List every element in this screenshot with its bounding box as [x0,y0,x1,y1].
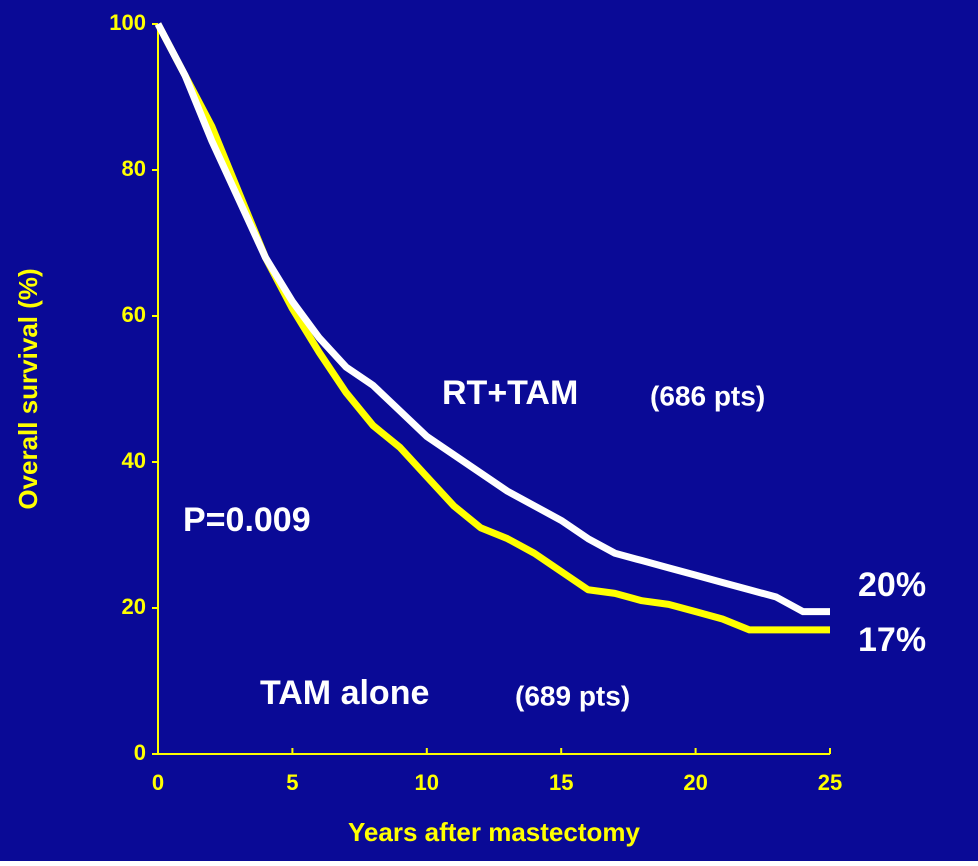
x-tick-label: 15 [549,770,573,795]
y-tick-label: 100 [109,10,146,35]
annotation: 17% [858,621,926,659]
y-tick-label: 20 [122,594,146,619]
y-tick-label: 60 [122,302,146,327]
y-tick-label: 80 [122,156,146,181]
x-tick-label: 5 [286,770,298,795]
x-tick-label: 25 [818,770,842,795]
annotation: RT+TAM [442,374,578,412]
y-tick-label: 0 [134,740,146,765]
x-tick-label: 0 [152,770,164,795]
annotation: (686 pts) [650,380,765,411]
annotation: P=0.009 [183,501,311,539]
y-axis-label: Overall survival (%) [13,268,43,509]
annotation: TAM alone [260,674,429,712]
x-tick-label: 10 [415,770,439,795]
series-line [154,22,830,616]
x-tick-label: 20 [683,770,707,795]
x-axis-label: Years after mastectomy [348,817,640,847]
annotation: (689 pts) [515,680,630,711]
y-tick-label: 40 [122,448,146,473]
annotation: 20% [858,566,926,604]
